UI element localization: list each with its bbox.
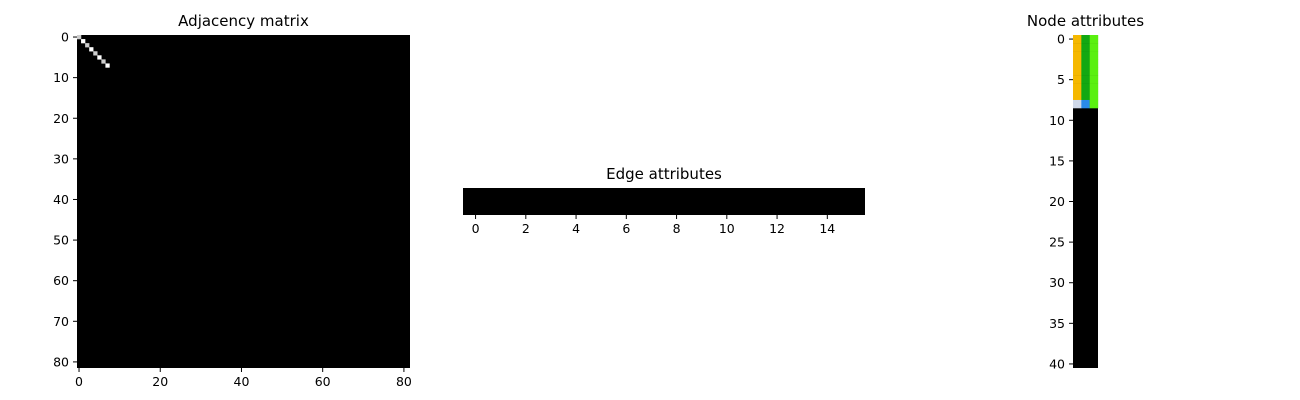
x-tick-label: 14 bbox=[819, 221, 835, 236]
heatmap-cell bbox=[1081, 35, 1090, 44]
x-tick-label: 4 bbox=[572, 221, 580, 236]
y-tick-label: 30 bbox=[53, 151, 69, 166]
heatmap-cell bbox=[1089, 75, 1099, 84]
x-tick-label: 6 bbox=[622, 221, 630, 236]
x-tick-label: 20 bbox=[152, 374, 168, 389]
y-tick-label: 20 bbox=[53, 111, 69, 126]
node-attributes-panel: Node attributes 0 5 10 15 20 25 30 35 40 bbox=[1027, 12, 1144, 371]
heatmap-cell bbox=[1073, 91, 1082, 101]
heatmap-cell bbox=[1073, 43, 1082, 52]
heatmap-cell bbox=[1089, 51, 1099, 60]
chart-title: Node attributes bbox=[1027, 12, 1144, 30]
heatmap-cell bbox=[97, 55, 102, 60]
y-tick-label: 20 bbox=[1049, 194, 1065, 209]
heatmap-cell bbox=[93, 51, 98, 56]
y-tick-label: 35 bbox=[1049, 316, 1065, 331]
x-tick-label: 60 bbox=[315, 374, 331, 389]
heatmap-cell bbox=[1089, 99, 1099, 109]
heatmap-cell bbox=[1081, 43, 1090, 52]
heatmap-cell bbox=[1073, 99, 1082, 109]
heatmap-cell bbox=[1073, 51, 1082, 60]
y-tick-label: 0 bbox=[61, 30, 69, 45]
y-tick-label: 10 bbox=[1049, 113, 1065, 128]
y-tick-label: 40 bbox=[1049, 356, 1065, 371]
x-tick-label: 2 bbox=[522, 221, 530, 236]
y-tick-label: 10 bbox=[53, 70, 69, 85]
y-tick-label: 5 bbox=[1057, 72, 1065, 87]
edge-attributes-panel: Edge attributes 0 2 4 6 8 10 12 14 bbox=[463, 165, 865, 236]
heatmap-cell bbox=[85, 43, 90, 48]
heatmap-cell bbox=[1073, 67, 1082, 76]
x-tick-label: 10 bbox=[719, 221, 735, 236]
heatmap-cell bbox=[1081, 91, 1090, 101]
heatmap-cell bbox=[1073, 75, 1082, 84]
heatmap-cell bbox=[101, 59, 106, 64]
y-tick-label: 0 bbox=[1057, 32, 1065, 47]
y-tick-label: 40 bbox=[53, 192, 69, 207]
heatmap-cell bbox=[1089, 59, 1099, 68]
y-tick-label: 15 bbox=[1049, 153, 1065, 168]
y-tick-label: 70 bbox=[53, 314, 69, 329]
heatmap-background bbox=[463, 188, 865, 215]
heatmap-cell bbox=[1073, 35, 1082, 44]
heatmap-cell bbox=[1081, 59, 1090, 68]
heatmap-cell bbox=[1081, 83, 1090, 93]
heatmap-cell bbox=[1089, 67, 1099, 76]
y-tick-label: 60 bbox=[53, 273, 69, 288]
heatmap-cell bbox=[1089, 83, 1099, 93]
heatmap-cell bbox=[77, 35, 82, 40]
heatmap-cell bbox=[1081, 51, 1090, 60]
x-tick-label: 40 bbox=[234, 374, 250, 389]
x-tick-label: 0 bbox=[472, 221, 480, 236]
heatmap-cell bbox=[1089, 35, 1099, 44]
heatmap-cell bbox=[89, 47, 94, 52]
y-tick-label: 80 bbox=[53, 354, 69, 369]
heatmap-cell bbox=[105, 63, 110, 68]
heatmap-background bbox=[77, 35, 410, 368]
heatmap-cell bbox=[1081, 75, 1090, 84]
heatmap-cell bbox=[81, 39, 86, 44]
heatmap-cell bbox=[1081, 99, 1090, 109]
x-tick-label: 0 bbox=[75, 374, 83, 389]
x-tick-label: 80 bbox=[396, 374, 412, 389]
heatmap-cell bbox=[1081, 67, 1090, 76]
y-tick-label: 50 bbox=[53, 233, 69, 248]
heatmap-cell bbox=[1073, 83, 1082, 93]
heatmap-cell bbox=[1089, 91, 1099, 101]
x-tick-label: 8 bbox=[673, 221, 681, 236]
adjacency-matrix-panel: Adjacency matrix 0 20 40 60 80 0 10 20 30 40 50 60 70… bbox=[53, 12, 412, 389]
chart-title: Edge attributes bbox=[606, 165, 722, 183]
x-tick-label: 12 bbox=[769, 221, 785, 236]
chart-title: Adjacency matrix bbox=[178, 12, 309, 30]
y-tick-label: 30 bbox=[1049, 275, 1065, 290]
heatmap-cell bbox=[1089, 43, 1099, 52]
heatmap-cell bbox=[1073, 59, 1082, 68]
y-tick-label: 25 bbox=[1049, 235, 1065, 250]
